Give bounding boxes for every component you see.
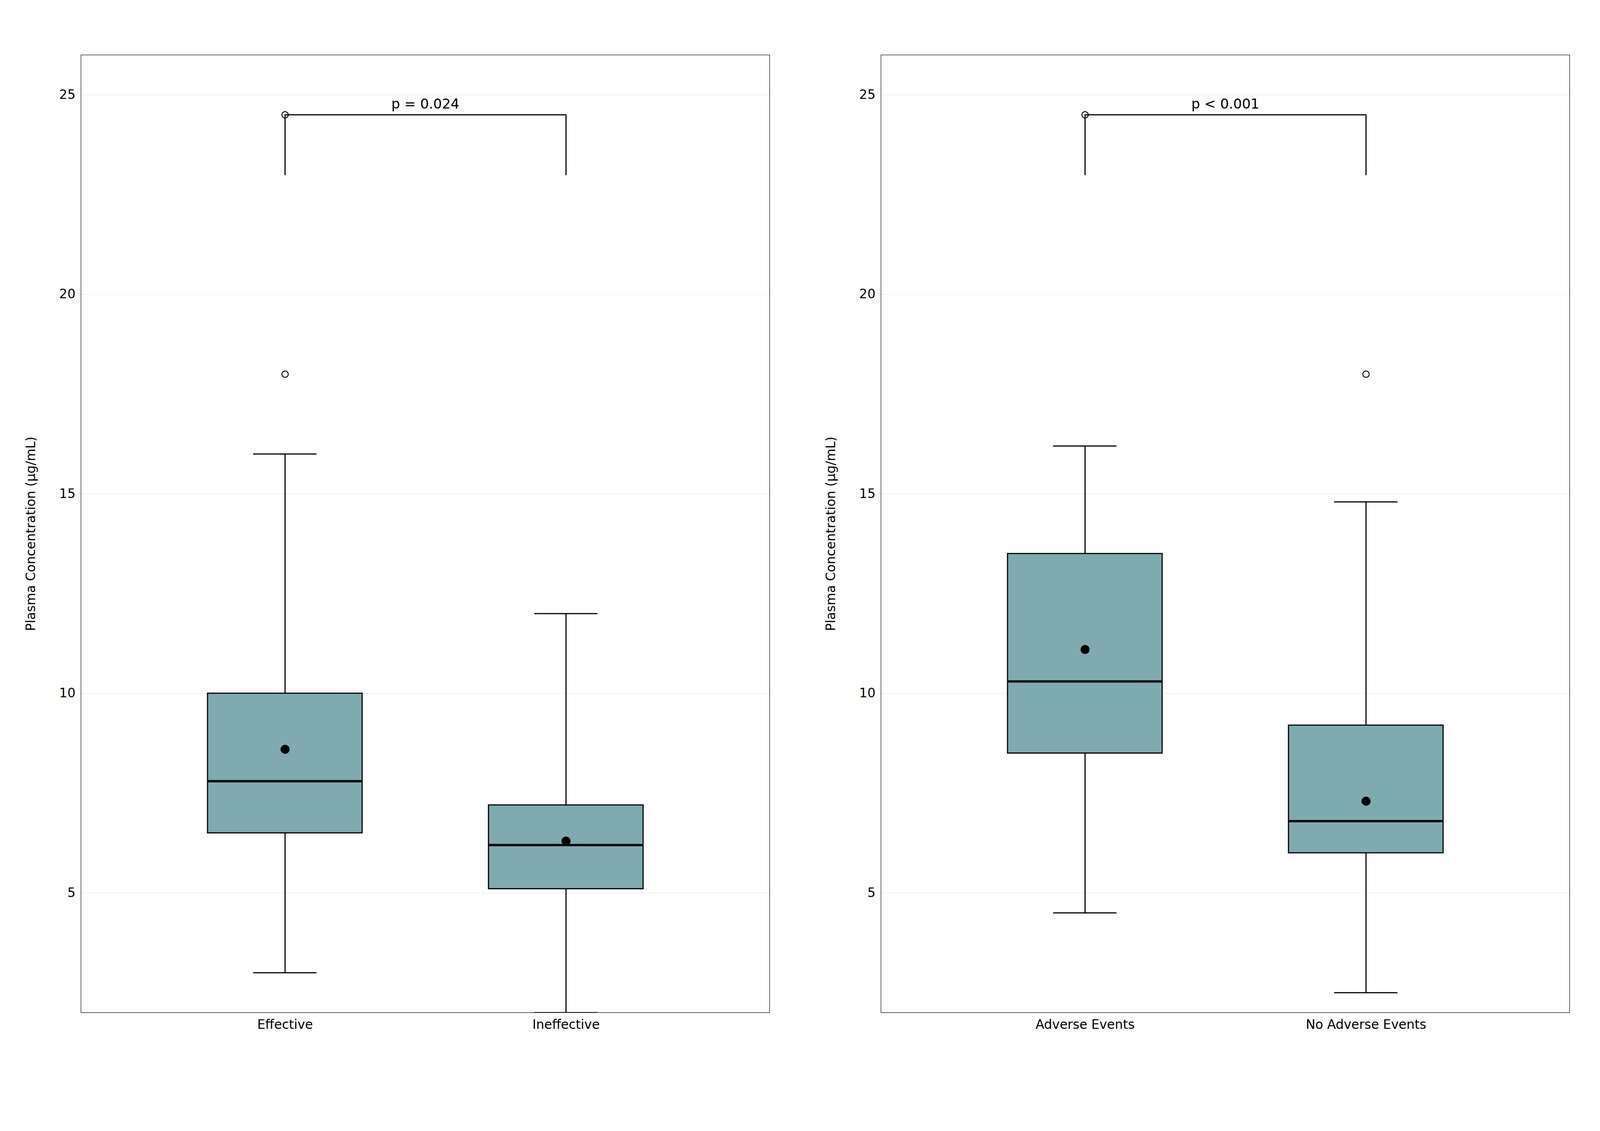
svg-text:5: 5	[867, 885, 876, 901]
svg-text:20: 20	[859, 286, 876, 302]
svg-text:10: 10	[59, 685, 76, 701]
svg-text:Plasma Concentration (μg/mL): Plasma Concentration (μg/mL)	[23, 436, 39, 631]
svg-text:25: 25	[859, 87, 876, 103]
svg-text:10: 10	[859, 685, 876, 701]
svg-text:Plasma Concentration (μg/mL): Plasma Concentration (μg/mL)	[823, 436, 839, 631]
svg-text:25: 25	[59, 87, 76, 103]
svg-text:5: 5	[67, 885, 76, 901]
svg-text:No Adverse Events: No Adverse Events	[1305, 1017, 1427, 1033]
svg-text:15: 15	[859, 486, 876, 502]
svg-text:Adverse Events: Adverse Events	[1035, 1017, 1135, 1033]
svg-text:Effective: Effective	[257, 1017, 313, 1033]
svg-text:Ineffective: Ineffective	[532, 1017, 600, 1033]
svg-text:p = 0.024: p = 0.024	[391, 95, 460, 112]
svg-text:20: 20	[59, 286, 76, 302]
svg-text:p < 0.001: p < 0.001	[1191, 95, 1260, 112]
svg-text:15: 15	[59, 486, 76, 502]
